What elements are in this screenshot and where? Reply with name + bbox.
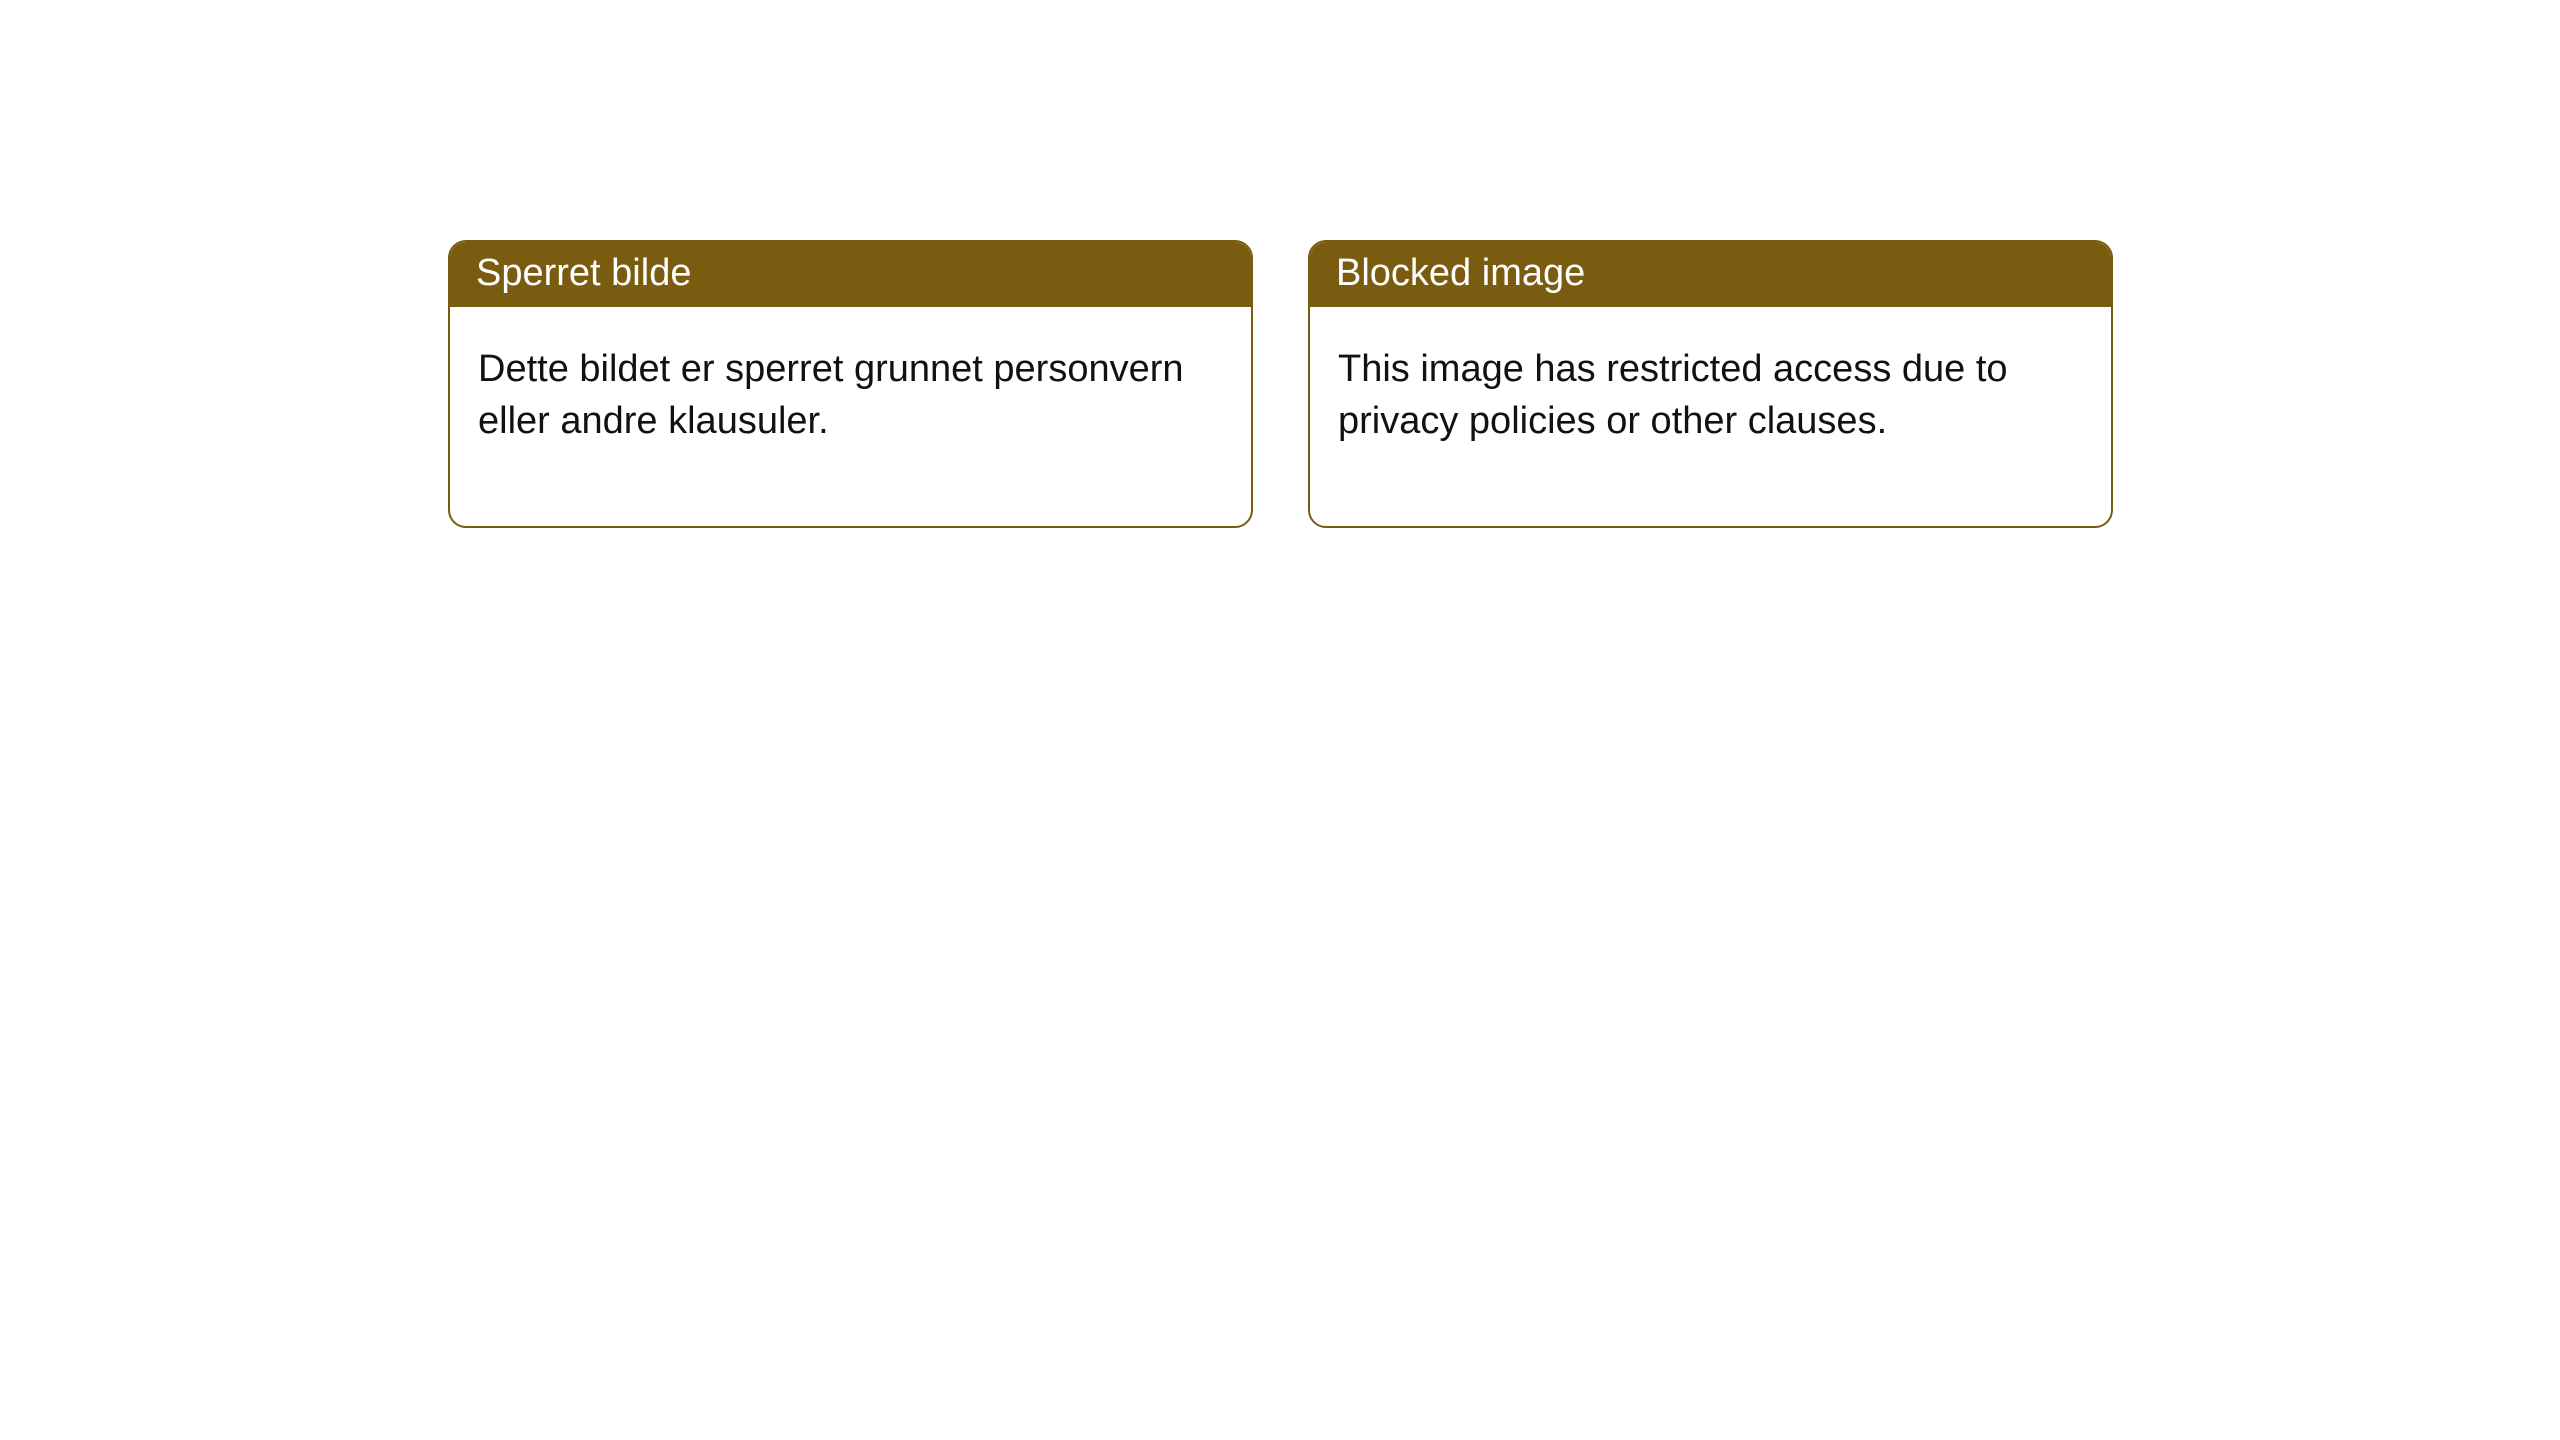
notice-container: Sperret bilde Dette bildet er sperret gr…: [0, 0, 2560, 528]
notice-card-norwegian: Sperret bilde Dette bildet er sperret gr…: [448, 240, 1253, 528]
notice-title-norwegian: Sperret bilde: [450, 242, 1251, 307]
notice-card-english: Blocked image This image has restricted …: [1308, 240, 2113, 528]
notice-title-english: Blocked image: [1310, 242, 2111, 307]
notice-message-norwegian: Dette bildet er sperret grunnet personve…: [450, 307, 1251, 526]
notice-message-english: This image has restricted access due to …: [1310, 307, 2111, 526]
